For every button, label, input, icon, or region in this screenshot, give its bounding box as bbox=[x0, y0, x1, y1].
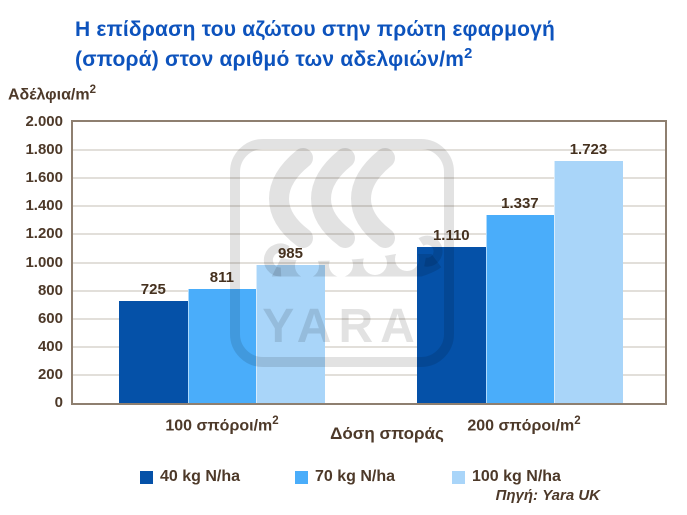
grid-line bbox=[73, 261, 665, 264]
y-tick-label: 2.000 bbox=[25, 113, 63, 130]
legend-swatch bbox=[452, 470, 465, 484]
grid-line bbox=[73, 205, 665, 208]
y-axis-unit-label: Αδέλφια/m2 bbox=[8, 84, 96, 104]
grid-line bbox=[73, 233, 665, 236]
bar bbox=[417, 247, 486, 403]
y-tick-label: 800 bbox=[37, 281, 63, 299]
x-axis-title: Δόση σποράς bbox=[330, 424, 444, 443]
y-tick-label: 1.600 bbox=[25, 169, 63, 187]
legend-label: 100 kg N/ha bbox=[472, 468, 561, 485]
grid-line bbox=[73, 177, 665, 180]
bar bbox=[554, 160, 623, 403]
page-title: Η επίδραση του αζώτου στην πρώτη εφαρμογ… bbox=[75, 18, 555, 72]
grid-line bbox=[73, 289, 665, 292]
legend-label: 70 kg N/ha bbox=[315, 468, 396, 485]
legend-item: 40 kg N/ha bbox=[140, 468, 240, 486]
grid-line bbox=[73, 373, 665, 376]
category-label: 100 σπόροι/m2 bbox=[165, 415, 279, 435]
bar-value-label: 1.723 bbox=[569, 140, 608, 158]
y-tick-label: 1.000 bbox=[25, 253, 63, 271]
grid-line bbox=[73, 345, 665, 348]
page-title-line2: (σπορά) στον αριθμό των αδελφιών/m2 bbox=[75, 46, 473, 71]
page-title-line1: Η επίδραση του αζώτου στην πρώτη εφαρμογ… bbox=[75, 18, 556, 41]
grid-line bbox=[73, 317, 665, 320]
bar-value-label: 725 bbox=[140, 281, 166, 299]
bar bbox=[256, 264, 325, 403]
bar bbox=[187, 289, 257, 403]
bar-value-label: 811 bbox=[209, 269, 234, 287]
y-tick-label: 600 bbox=[37, 309, 63, 327]
source-credit: Πηγή: Yara UK bbox=[495, 487, 600, 504]
bar-value-label: 1.110 bbox=[432, 227, 470, 245]
bar bbox=[485, 215, 555, 403]
y-tick-label: 400 bbox=[37, 337, 63, 355]
y-tick-label: 0 bbox=[54, 394, 63, 411]
bar bbox=[119, 301, 188, 403]
legend-swatch bbox=[140, 470, 153, 484]
bar-value-label: 1.337 bbox=[501, 195, 539, 213]
y-tick-label: 200 bbox=[37, 365, 63, 383]
legend-item: 100 kg N/ha bbox=[452, 468, 561, 486]
legend-item: 70 kg N/ha bbox=[295, 468, 395, 486]
y-tick-label: 1.400 bbox=[25, 197, 63, 215]
legend-label: 40 kg N/ha bbox=[160, 468, 241, 485]
y-tick-label: 1.200 bbox=[25, 225, 63, 243]
plot-area: YARA 725 811 985 1.110 1.337 1.723 bbox=[71, 120, 667, 405]
grid-line bbox=[73, 149, 665, 152]
bar-value-label: 985 bbox=[277, 244, 303, 262]
y-tick-label: 1.800 bbox=[25, 141, 63, 159]
legend-swatch bbox=[295, 470, 308, 484]
category-label: 200 σπόροι/m2 bbox=[467, 415, 581, 435]
